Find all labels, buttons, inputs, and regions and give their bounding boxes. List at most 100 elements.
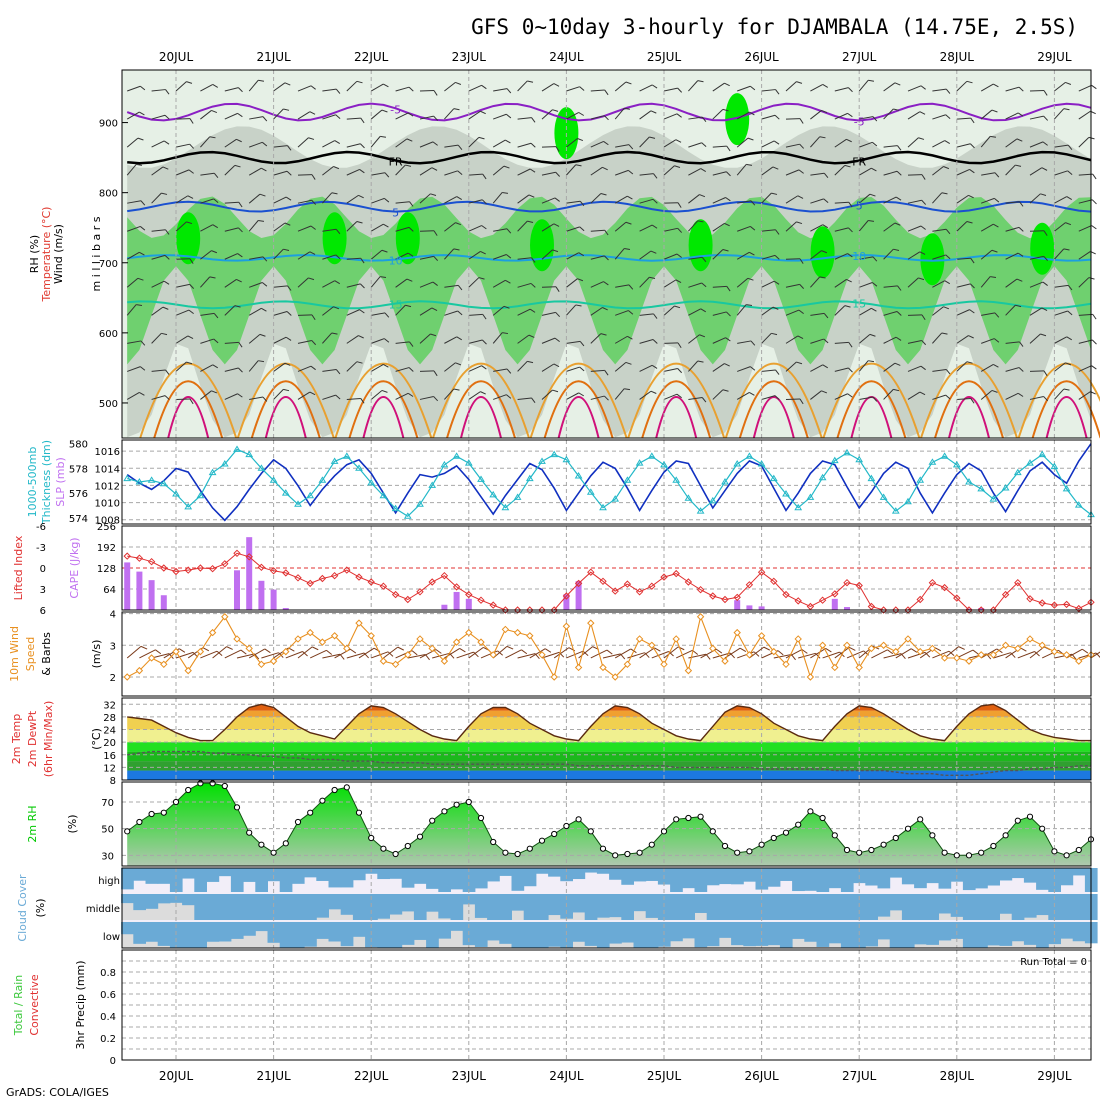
wind-barb-flag (553, 363, 560, 368)
cloud-cover-bar (767, 922, 781, 946)
wind-barb (175, 118, 194, 124)
wind-barb-staff (566, 200, 581, 204)
wind-barb-staff (956, 143, 971, 148)
wind-barb (615, 284, 634, 290)
wind-barb-flag (1092, 314, 1097, 320)
wind-barb (468, 136, 485, 148)
wind-barb (1005, 164, 1022, 176)
cloud-cover-bar (987, 922, 1000, 946)
wind-barb-staff (956, 309, 970, 316)
wind-barb-flag (140, 340, 146, 346)
slp-marker (1050, 462, 1059, 470)
rh2m-marker (782, 829, 790, 836)
wind-barb-staff (834, 393, 848, 400)
lifted-index-marker (404, 595, 412, 604)
wind-barb-staff (127, 85, 141, 92)
wind-barb-staff (346, 117, 361, 120)
wind-barb-flag (356, 80, 363, 84)
wind-barb-flag (259, 333, 266, 337)
rh2m-axis-label: (%) (66, 814, 79, 833)
wind-barb (395, 392, 414, 400)
lifted-tick-label: 6 (40, 606, 46, 617)
wind10m-barb-flag (996, 648, 1003, 654)
cloud-cover-bar (609, 868, 622, 880)
cloud-cover-bar (560, 868, 573, 882)
wind-barb-flag (360, 143, 365, 149)
slp-marker (733, 460, 742, 467)
wind-barb-flag (384, 198, 390, 203)
wind-barb (419, 281, 438, 288)
wind10m-barb (1090, 647, 1100, 659)
wind-barb-flag (604, 89, 609, 96)
wind-barb-staff (395, 86, 410, 92)
wind-barb-flag (799, 118, 804, 124)
cloud-cover-bar (255, 922, 268, 932)
wind-barb-staff (541, 363, 555, 372)
wind-barb-staff (1078, 199, 1093, 204)
cape-bar (136, 571, 143, 610)
lifted-index-marker (526, 606, 534, 614)
wind-barb (297, 277, 315, 288)
cloud-cover-bar (523, 894, 537, 920)
wind-barb (371, 197, 390, 204)
wind-barb (517, 360, 534, 372)
slp-marker (1062, 484, 1071, 492)
wind-barb-staff (688, 168, 701, 176)
wind10m-speed-marker (989, 651, 998, 659)
cloud-cover-bar (804, 922, 817, 942)
wind-barb-staff (444, 108, 455, 120)
wind-barb-staff (517, 397, 532, 400)
wind-barb-flag (139, 111, 145, 116)
wind-barb-flag (430, 333, 437, 337)
wind-barb-flag (919, 251, 926, 255)
wind-barb-staff (346, 283, 361, 288)
wind-barb-flag (286, 311, 292, 316)
wind10m-speed-marker (538, 651, 546, 659)
wind-barb-flag (577, 138, 584, 142)
cloud-cover-bar (682, 922, 695, 939)
wind-barb-staff (126, 164, 137, 176)
wind-barb-flag (920, 225, 926, 230)
wind-barb-staff (1005, 341, 1020, 344)
wind-barb (785, 143, 805, 149)
wind10m-speed-marker (208, 628, 217, 637)
warm-contour (1045, 395, 1088, 439)
wind10m-speed-marker (184, 666, 192, 675)
wind-barb (883, 285, 902, 291)
cloud-cover-bar (255, 894, 268, 920)
wind10m-barb-staff (578, 646, 593, 659)
wind-barb-staff (322, 254, 336, 260)
rh2m-marker (233, 804, 241, 811)
wind-barb-staff (859, 116, 874, 120)
wind-barb-flag (945, 394, 951, 400)
warm-contour (348, 380, 419, 439)
cloud-cover-bar (670, 922, 683, 942)
wind-barb-flag (724, 363, 730, 367)
wind-barb-staff (468, 137, 480, 148)
wind-barb (249, 141, 268, 148)
wind10m-barb (248, 648, 271, 659)
wind-barb-staff (248, 79, 259, 92)
slp-marker (330, 457, 339, 464)
cloud-cover-bar (121, 922, 134, 935)
cape-bar (978, 608, 985, 610)
wind-barb-flag (528, 194, 535, 198)
wind-barb-staff (932, 88, 947, 92)
wind-barb-flag (1067, 285, 1073, 291)
slp-marker (794, 503, 803, 511)
wind-barb-flag (480, 250, 486, 255)
wind-barb-staff (126, 251, 140, 260)
lifted-index-marker (635, 588, 644, 596)
wind-barb-flag (697, 360, 704, 363)
wind10m-barb-staff (139, 649, 156, 659)
cloud-cover-bar (938, 894, 952, 914)
wind-barb-flag (1091, 84, 1097, 90)
wind-barb (688, 282, 707, 288)
wind-barb (785, 195, 804, 204)
wind-barb (785, 169, 804, 176)
wind-barb (1029, 167, 1048, 176)
wind-barb (736, 137, 754, 148)
wind-barb-flag (238, 367, 243, 373)
wind10m-speed-marker (1050, 647, 1059, 656)
slp-marker (830, 456, 839, 464)
